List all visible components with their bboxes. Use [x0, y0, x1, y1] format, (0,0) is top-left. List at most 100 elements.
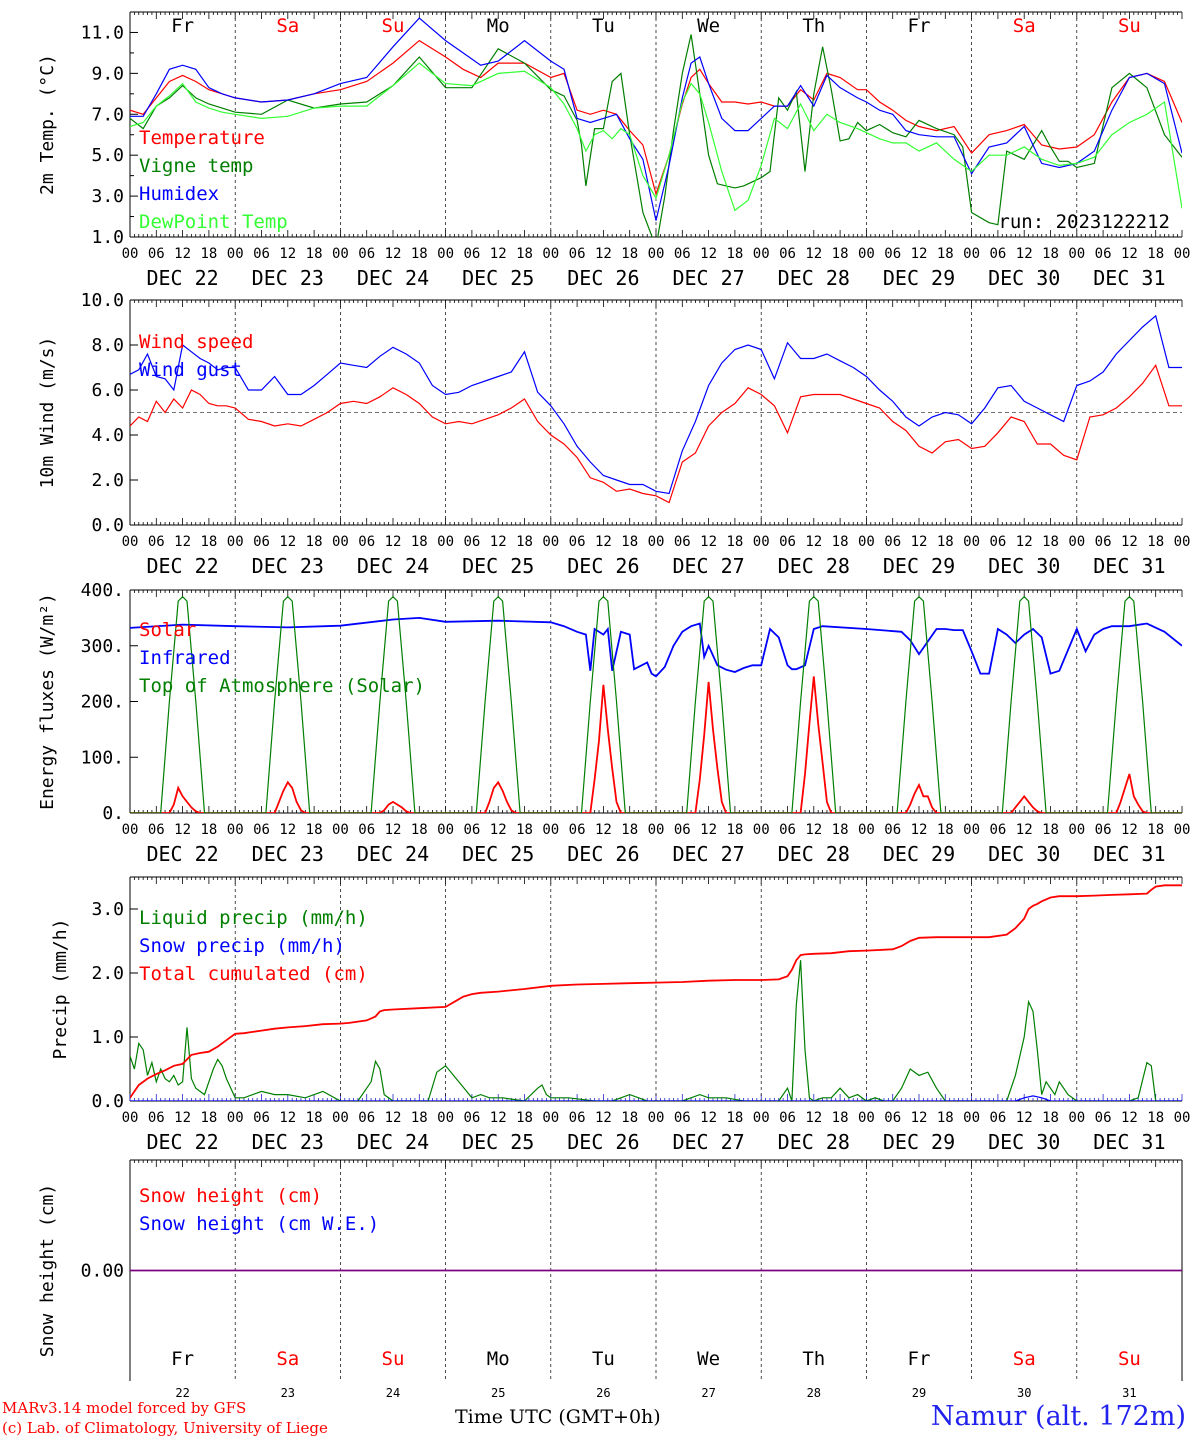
y-tick-label: 2.0	[91, 470, 124, 491]
hour-tick-label: 00	[332, 534, 349, 550]
hour-tick-label: 06	[358, 246, 375, 262]
day-number: 28	[807, 1386, 821, 1400]
hour-tick-label: 12	[805, 822, 822, 838]
hour-tick-label: 00	[1174, 534, 1191, 550]
date-label: DEC 23	[252, 266, 324, 290]
hour-tick-label: 00	[753, 246, 770, 262]
hour-tick-label: 00	[648, 534, 665, 550]
date-label: DEC 26	[567, 842, 639, 866]
date-label: DEC 27	[672, 1130, 744, 1154]
hour-tick-label: 18	[726, 246, 743, 262]
hour-tick-label: 00	[858, 822, 875, 838]
hour-tick-label: 18	[832, 822, 849, 838]
hour-tick-label: 00	[227, 822, 244, 838]
date-label: DEC 25	[462, 1130, 534, 1154]
hour-tick-label: 00	[437, 246, 454, 262]
hour-tick-label: 06	[779, 534, 796, 550]
hour-tick-label: 18	[200, 822, 217, 838]
legend-entry: DewPoint Temp	[139, 211, 288, 233]
hour-tick-label: 00	[1068, 822, 1085, 838]
hour-tick-label: 06	[1095, 246, 1112, 262]
hour-tick-label: 12	[174, 1110, 191, 1126]
hour-tick-label: 12	[595, 822, 612, 838]
model-credit: MARv3.14 model forced by GFS	[2, 1399, 247, 1417]
hour-tick-label: 18	[937, 1110, 954, 1126]
date-label: DEC 30	[988, 554, 1060, 578]
y-axis-label: 2m Temp. (°C)	[37, 54, 58, 195]
hour-tick-label: 12	[279, 534, 296, 550]
date-label: DEC 31	[1093, 1130, 1165, 1154]
date-label: DEC 29	[883, 842, 955, 866]
legend-entry: Wind gust	[139, 359, 242, 381]
date-label: DEC 25	[462, 554, 534, 578]
hour-tick-label: 12	[911, 1110, 928, 1126]
day-name: Tu	[592, 1348, 615, 1370]
hour-tick-label: 12	[1016, 246, 1033, 262]
hour-tick-label: 12	[279, 1110, 296, 1126]
hour-tick-label: 12	[805, 534, 822, 550]
date-label: DEC 25	[462, 266, 534, 290]
hour-tick-label: 00	[1174, 246, 1191, 262]
day-name: Fr	[171, 1348, 194, 1370]
date-label: DEC 26	[567, 1130, 639, 1154]
day-name: Fr	[908, 1348, 931, 1370]
date-label: DEC 26	[567, 554, 639, 578]
hour-tick-label: 18	[516, 1110, 533, 1126]
hour-tick-label: 18	[621, 1110, 638, 1126]
hour-tick-label: 18	[937, 822, 954, 838]
hour-tick-label: 18	[832, 534, 849, 550]
date-label: DEC 28	[778, 1130, 850, 1154]
hour-tick-label: 06	[884, 246, 901, 262]
day-name: Sa	[276, 1348, 299, 1370]
date-label: DEC 31	[1093, 554, 1165, 578]
hour-tick-label: 12	[1121, 534, 1138, 550]
date-label: DEC 28	[778, 266, 850, 290]
hour-tick-label: 06	[674, 822, 691, 838]
hour-tick-label: 18	[726, 822, 743, 838]
hour-tick-label: 00	[963, 822, 980, 838]
hour-tick-label: 06	[779, 822, 796, 838]
series-line-solar	[130, 676, 1182, 813]
day-number: 26	[596, 1386, 610, 1400]
hour-tick-label: 18	[306, 1110, 323, 1126]
hour-tick-label: 06	[989, 246, 1006, 262]
hour-tick-label: 06	[1095, 534, 1112, 550]
day-name: Sa	[1013, 15, 1036, 37]
date-label: DEC 30	[988, 842, 1060, 866]
hour-tick-label: 00	[542, 534, 559, 550]
day-name: Fr	[171, 15, 194, 37]
day-number: 27	[701, 1386, 715, 1400]
date-label: DEC 27	[672, 554, 744, 578]
hour-tick-label: 18	[516, 534, 533, 550]
hour-tick-label: 06	[989, 822, 1006, 838]
y-tick-label: 5.0	[91, 145, 124, 166]
hour-tick-label: 18	[306, 246, 323, 262]
hour-tick-label: 00	[437, 534, 454, 550]
hour-tick-label: 00	[1174, 822, 1191, 838]
hour-tick-label: 18	[1147, 1110, 1164, 1126]
day-number: 22	[175, 1386, 189, 1400]
hour-tick-label: 18	[516, 246, 533, 262]
hour-tick-label: 18	[1042, 822, 1059, 838]
y-tick-label: 1.0	[91, 227, 124, 248]
hour-tick-label: 00	[542, 1110, 559, 1126]
date-label: DEC 26	[567, 266, 639, 290]
hour-tick-label: 00	[963, 246, 980, 262]
hour-tick-label: 12	[174, 822, 191, 838]
y-axis-label: 10m Wind (m/s)	[37, 337, 58, 489]
date-label: DEC 29	[883, 266, 955, 290]
hour-tick-label: 06	[148, 534, 165, 550]
hour-tick-label: 00	[227, 1110, 244, 1126]
date-label: DEC 24	[357, 842, 429, 866]
hour-tick-label: 12	[385, 1110, 402, 1126]
hour-tick-label: 12	[805, 246, 822, 262]
hour-tick-label: 00	[1068, 534, 1085, 550]
date-label: DEC 24	[357, 554, 429, 578]
run-label: run: 2023122212	[998, 211, 1170, 233]
day-number: 31	[1122, 1386, 1136, 1400]
y-tick-label: 3.0	[91, 186, 124, 207]
hour-tick-label: 00	[648, 822, 665, 838]
hour-tick-label: 18	[411, 246, 428, 262]
day-name: Th	[802, 15, 825, 37]
day-number: 25	[491, 1386, 505, 1400]
